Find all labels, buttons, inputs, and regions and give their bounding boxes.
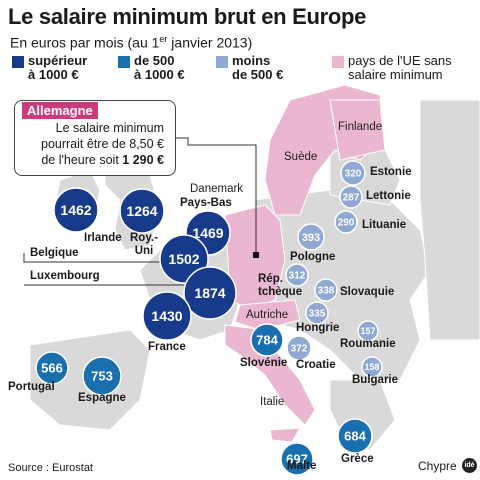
bubble-espagne (82, 356, 122, 396)
label-croatie: Croatie (296, 359, 336, 371)
bubble-portugal (35, 351, 69, 385)
bubble-lettonie (339, 185, 363, 209)
label-estonie: Estonie (370, 166, 412, 178)
label-slovaquie: Slovaquie (340, 286, 395, 298)
callout-heading: Allemagne (22, 102, 98, 119)
land-finland (329, 99, 386, 161)
label-paysbas: Pays-Bas (180, 197, 232, 209)
bubble-luxembourg (183, 266, 237, 320)
bubble-value-lituanie: 290 (338, 218, 355, 229)
legend-label-high: supérieur à 1000 € (28, 53, 88, 82)
bubble-value-grece: 684 (344, 429, 366, 444)
bubble-value-bulgarie: 158 (364, 362, 379, 372)
label-danemark: Danemark (190, 183, 244, 195)
legend-label-none: pays de l'UE sans salaire minimum (348, 53, 452, 82)
land-austria (234, 299, 301, 331)
bubble-value-roumanie: 157 (360, 326, 375, 336)
label-roumanie: Roumanie (340, 338, 396, 350)
bubble-value-croatie: 372 (291, 344, 308, 355)
label-malte: Malte (287, 460, 317, 472)
label-hongrie: Hongrie (296, 322, 340, 334)
germany-marker (253, 252, 259, 258)
label-italie: Italie (260, 396, 285, 408)
bubble-france (142, 291, 192, 341)
bubble-value-belgique: 1502 (168, 251, 199, 267)
callout-text: Le salaire minimum pourrait être de 8,50… (20, 120, 164, 168)
bubble-irlande (53, 187, 99, 233)
label-slovenie: Slovénie (240, 357, 288, 369)
page-subtitle: En euros par mois (au 1er janvier 2013) (10, 34, 252, 51)
subtitle-pre: En euros par mois (au 1 (10, 34, 160, 51)
label-lituanie: Lituanie (362, 219, 407, 231)
callout-leader (174, 137, 257, 252)
subtitle-sup: er (159, 34, 168, 44)
label-luxembourg: Luxembourg (28, 270, 102, 282)
bubble-grece (337, 418, 373, 454)
page-title: Le salaire minimum brut en Europe (8, 4, 367, 29)
label-espagne: Espagne (78, 392, 126, 404)
legend-label-mid: de 500 à 1000 € (134, 53, 185, 82)
bubble-value-slovaquie: 338 (318, 286, 335, 297)
bubble-reptcheque (285, 263, 309, 287)
bubble-value-reptcheque: 312 (289, 271, 306, 282)
bubble-croatie (286, 335, 312, 361)
label-pologne: Pologne (290, 251, 336, 263)
callout-line3-value: 1 290 € (122, 153, 164, 167)
publisher-logo: idé (462, 458, 477, 473)
legend-swatch-low (216, 56, 228, 68)
label-autriche: Autriche (246, 309, 289, 321)
bubble-royuni (119, 188, 165, 234)
chypre-label: Chypre (418, 459, 457, 473)
bubble-value-hongrie: 335 (309, 309, 326, 320)
label-belgique: Belgique (28, 247, 81, 259)
bubble-value-slovenie: 784 (256, 333, 278, 348)
bubble-bulgarie (361, 356, 383, 378)
bubble-slovaquie (314, 278, 338, 302)
label-france: France (148, 341, 186, 353)
subtitle-post: janvier 2013) (167, 34, 253, 51)
bubble-value-royuni: 1264 (126, 203, 157, 219)
callout-line2: pourrait être de 8,50 € (41, 137, 164, 151)
source-note: Source : Eurostat (8, 462, 93, 474)
bubble-value-espagne: 753 (91, 369, 113, 384)
label-bulgarie: Bulgarie (352, 374, 399, 386)
bubble-pologne (297, 223, 325, 251)
callout-line1: Le salaire minimum (55, 121, 164, 135)
bubble-value-portugal: 566 (41, 361, 63, 376)
legend-swatch-mid (118, 56, 130, 68)
bubble-estonie (340, 160, 366, 186)
land-east-edge (419, 99, 480, 341)
land-sicily (269, 427, 301, 443)
label-royuni: Roy.- Uni (130, 232, 158, 257)
bubble-lituanie (334, 210, 358, 234)
bubble-value-estonie: 320 (345, 169, 362, 180)
bubble-slovenie (250, 323, 284, 357)
bubble-value-luxembourg: 1874 (194, 285, 225, 301)
callout-line3-pre: de l'heure soit (41, 153, 123, 167)
label-irlande: Irlande (84, 232, 122, 244)
belgique-leader (23, 253, 170, 263)
bubble-value-pologne: 393 (302, 232, 320, 244)
bubble-value-france: 1430 (151, 308, 182, 324)
bubble-malte (280, 442, 314, 476)
bubble-value-lettonie: 287 (343, 193, 360, 204)
label-portugal: Portugal (8, 381, 55, 393)
label-lettonie: Lettonie (366, 190, 411, 202)
legend-swatch-none (332, 56, 344, 68)
label-suede: Suède (284, 151, 318, 163)
bubble-value-irlande: 1462 (60, 202, 91, 218)
bubble-value-malte: 697 (286, 452, 308, 467)
legend-swatch-high (12, 56, 24, 68)
legend-label-low: moins de 500 € (232, 53, 284, 82)
bubble-value-paysbas: 1469 (192, 225, 223, 241)
label-grece: Grèce (341, 453, 374, 465)
bubble-roumanie (357, 320, 379, 342)
label-finlande: Finlande (338, 121, 383, 133)
label-reptcheque: Rép. tchèque (258, 273, 303, 298)
bubble-hongrie (305, 301, 329, 325)
